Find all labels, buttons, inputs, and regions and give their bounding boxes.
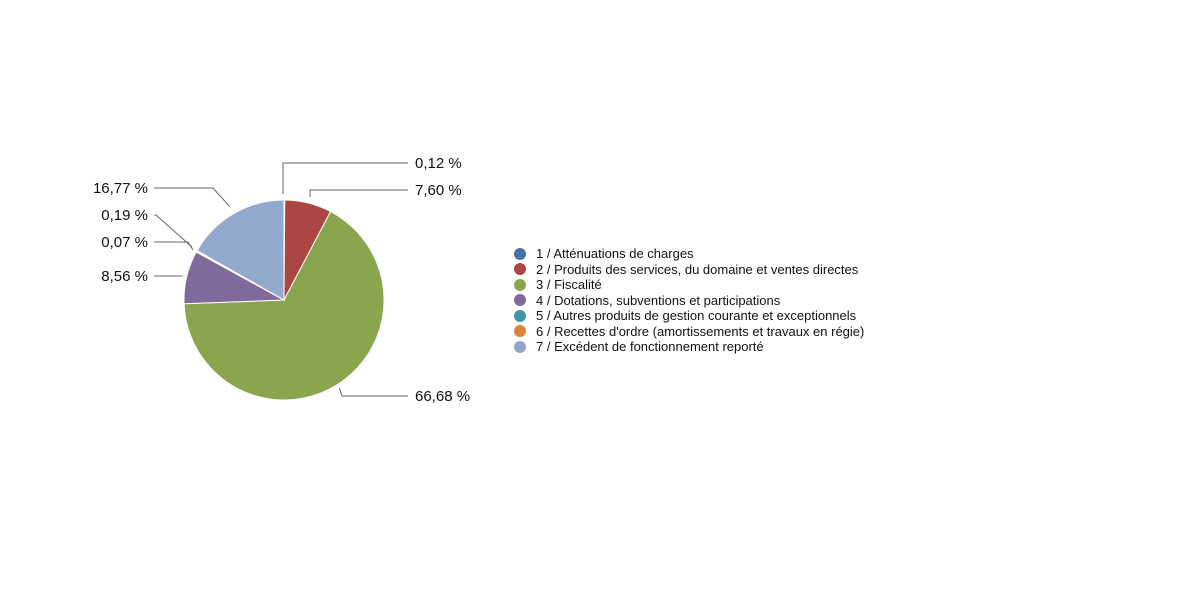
data-label-6: 0,19 %: [101, 207, 148, 224]
label-connectors: [154, 162, 408, 397]
legend-marker-icon: [514, 294, 526, 307]
legend-marker-icon: [514, 263, 526, 276]
legend-marker-icon: [514, 325, 526, 338]
legend: 1 / Atténuations de charges 2 / Produits …: [514, 246, 864, 355]
data-label-1: 0,12 %: [415, 155, 462, 172]
pie-slices: [183, 199, 385, 401]
legend-label: 7 / Excédent de fonctionnement reporté: [536, 339, 764, 355]
connector-line-2: [309, 189, 408, 197]
pie-slice-3[interactable]: [183, 210, 385, 401]
data-label-4: 8,56 %: [101, 268, 148, 285]
connector-line-7: [154, 187, 231, 207]
data-label-5: 0,07 %: [101, 234, 148, 251]
legend-label: 6 / Recettes d'ordre (amortissements et …: [536, 323, 865, 339]
legend-item-4[interactable]: 4 / Dotations, subventions et participat…: [514, 293, 864, 309]
legend-item-5[interactable]: 5 / Autres produits de gestion courante …: [514, 308, 864, 324]
legend-marker-icon: [514, 309, 526, 322]
connector-line-1: [282, 162, 408, 194]
legend-item-3[interactable]: 3 / Fiscalité: [514, 277, 864, 293]
data-label-7: 16,77 %: [93, 180, 148, 197]
legend-item-1[interactable]: 1 / Atténuations de charges: [514, 246, 864, 262]
data-label-3: 66,68 %: [415, 388, 470, 405]
legend-marker-icon: [514, 278, 526, 291]
legend-label: 4 / Dotations, subventions et participat…: [536, 292, 781, 308]
data-label-2: 7,60 %: [415, 182, 462, 199]
connector-line-3: [338, 387, 408, 397]
pie-slice-7[interactable]: [196, 199, 285, 301]
legend-item-6[interactable]: 6 / Recettes d'ordre (amortissements et …: [514, 324, 864, 340]
legend-label: 5 / Autres produits de gestion courante …: [536, 308, 857, 324]
data-labels: 0,12 % 7,60 % 66,68 % 8,56 % 0,07 % 0,19 % 16,…: [93, 155, 470, 405]
legend-label: 1 / Atténuations de charges: [536, 246, 694, 262]
legend-label: 3 / Fiscalité: [536, 277, 602, 293]
legend-marker-icon: [514, 340, 526, 353]
legend-item-7[interactable]: 7 / Excédent de fonctionnement reporté: [514, 339, 864, 355]
legend-item-2[interactable]: 2 / Produits des services, du domaine et…: [514, 262, 864, 278]
legend-marker-icon: [514, 247, 526, 260]
connector-line-6: [154, 214, 193, 248]
legend-label: 2 / Produits des services, du domaine et…: [536, 261, 859, 277]
connector-line-5: [154, 241, 194, 251]
